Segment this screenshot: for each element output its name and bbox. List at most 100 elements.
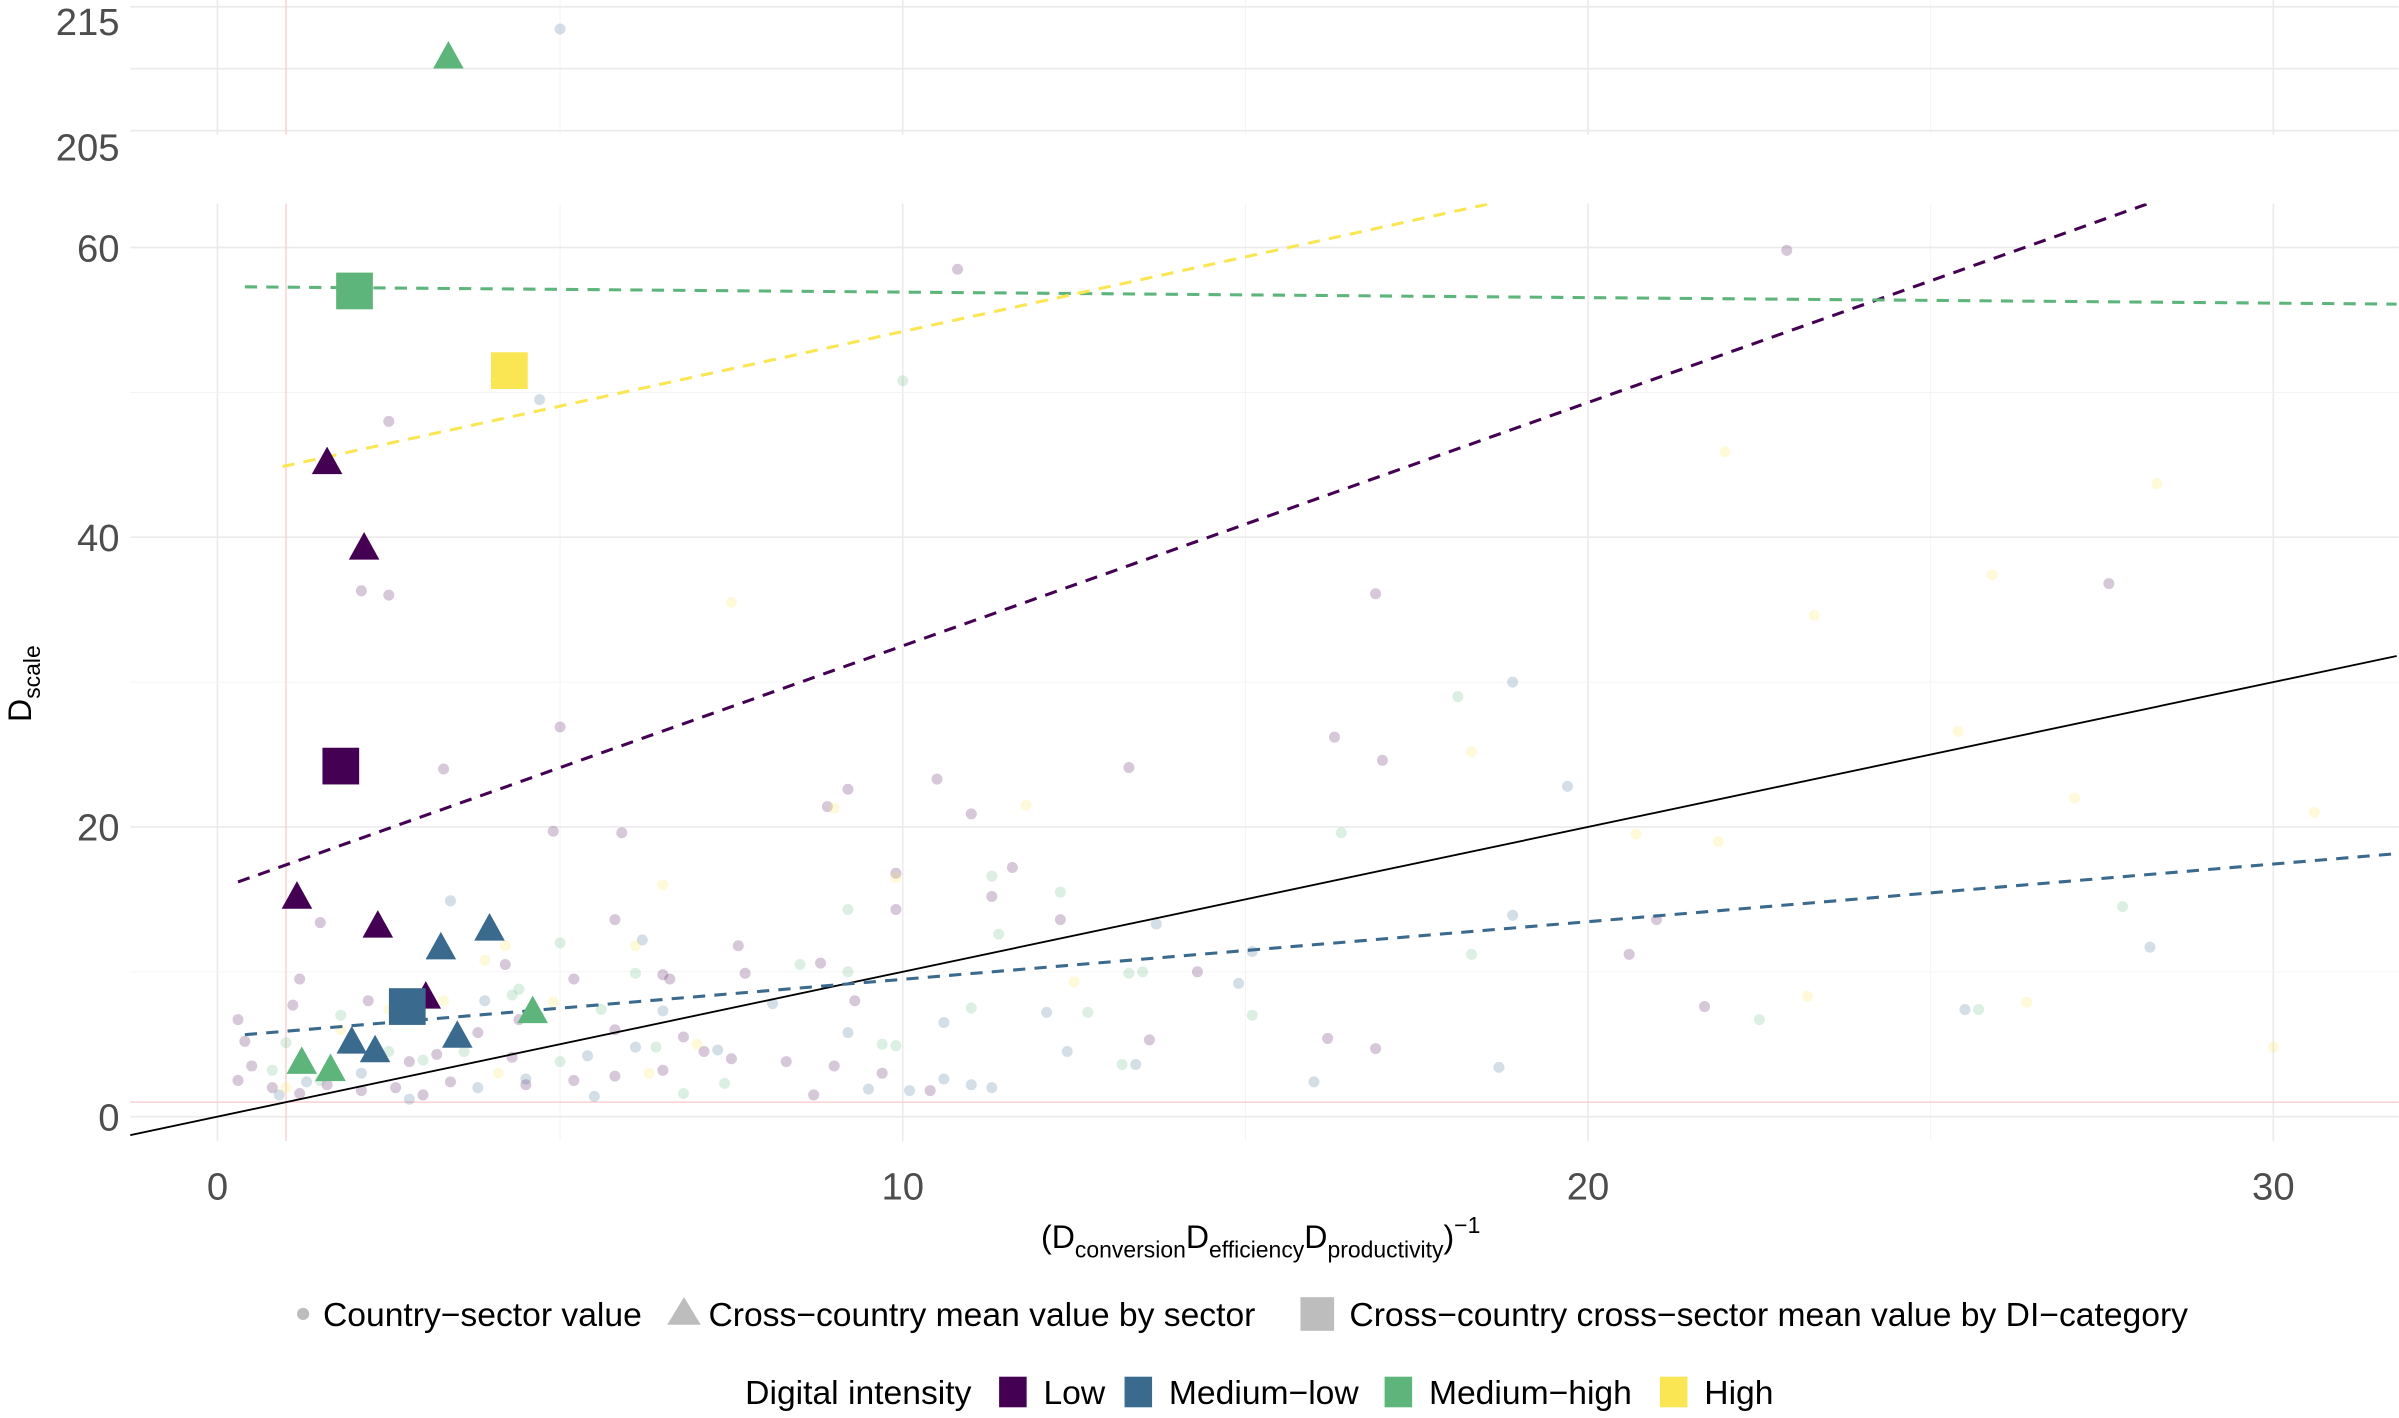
sector-mean-triangle: [433, 40, 464, 69]
country-sector-dot: [246, 1060, 258, 1072]
country-sector-dot: [739, 967, 751, 979]
country-sector-dot: [965, 808, 977, 820]
country-sector-dot: [1322, 1032, 1334, 1044]
country-sector-dot: [588, 1090, 600, 1102]
country-sector-dot: [362, 995, 374, 1007]
country-sector-dot: [554, 23, 566, 35]
country-sector-dot: [547, 825, 559, 837]
fit-line-medium-low: [244, 852, 2397, 1037]
country-sector-dot: [1054, 886, 1066, 898]
legend-dot-icon: [296, 1307, 310, 1321]
country-sector-dot: [629, 940, 641, 952]
country-sector-dot: [2151, 478, 2163, 490]
country-sector-dot: [266, 1064, 278, 1076]
country-sector-dot: [232, 1014, 244, 1026]
fit-line-low: [237, 203, 2154, 884]
country-sector-dot: [2117, 901, 2129, 913]
country-sector-dot: [931, 773, 943, 785]
country-sector-dot: [568, 1074, 580, 1086]
country-sector-dot: [438, 995, 450, 1007]
axis-ticks: 0 10 20 30 0 20 40 60 205 215: [56, 1, 2295, 1208]
country-sector-dot: [1561, 780, 1573, 792]
country-sector-dot: [965, 1002, 977, 1014]
country-sector-dot: [2021, 996, 2033, 1008]
country-sector-dot: [479, 995, 491, 1007]
legend-label-country-sector: Country−sector value: [323, 1297, 642, 1334]
country-sector-dot: [294, 1087, 306, 1099]
country-sector-dot: [1493, 1061, 1505, 1073]
y-tick-label: 20: [77, 807, 120, 850]
country-sector-dot: [1328, 731, 1340, 743]
country-sector-dot: [1719, 446, 1731, 458]
x-tick-label: 10: [881, 1165, 924, 1208]
country-sector-dot: [1623, 948, 1635, 960]
country-sector-dot: [1466, 746, 1478, 758]
country-sector-dot: [1781, 244, 1793, 256]
country-sector-dot: [725, 1053, 737, 1065]
country-sector-dot: [1006, 861, 1018, 874]
country-sector-dot: [828, 1060, 840, 1072]
country-sector-dot: [691, 1038, 703, 1050]
x-tick-label: 30: [2252, 1165, 2295, 1208]
country-sector-dot: [842, 904, 854, 916]
country-sector-dot: [890, 1040, 902, 1052]
country-sector-dot: [890, 867, 902, 879]
legend-label-high: High: [1704, 1375, 1773, 1412]
mean-markers: [281, 40, 548, 1082]
sector-mean-triangle: [362, 910, 394, 938]
legend-label-medium-high: Medium−high: [1429, 1375, 1632, 1412]
y-tick-label: 215: [56, 1, 120, 44]
country-sector-dot: [938, 1016, 950, 1029]
country-sector-dot: [294, 973, 306, 985]
country-sector-dot: [582, 1050, 594, 1062]
country-sector-dot: [1143, 1034, 1155, 1046]
country-sector-dot: [650, 1041, 662, 1053]
country-sector-dot: [273, 1089, 285, 1101]
country-sector-dot: [554, 1056, 566, 1068]
country-sector-dot: [547, 996, 559, 1008]
color-legend: Digital intensity Low Medium−low Medium−…: [745, 1375, 1773, 1412]
country-sector-dot: [554, 721, 566, 733]
country-sector-dots: [232, 23, 2320, 1105]
country-sector-dot: [444, 895, 456, 907]
country-sector-dot: [1507, 676, 1519, 688]
country-sector-dot: [301, 1076, 313, 1088]
country-sector-dot: [698, 1045, 710, 1057]
sector-mean-triangle: [315, 1053, 346, 1082]
legend-label-low: Low: [1043, 1375, 1105, 1412]
country-sector-dot: [1116, 1058, 1128, 1071]
country-sector-dot: [266, 1082, 278, 1094]
country-sector-dot: [616, 827, 628, 839]
country-sector-dot: [725, 596, 737, 608]
category-mean-square: [388, 988, 426, 1025]
country-sector-dot: [1712, 835, 1724, 847]
country-sector-dot: [986, 1082, 998, 1094]
country-sector-dot: [1123, 967, 1135, 979]
country-sector-dot: [1082, 1006, 1094, 1018]
country-sector-dot: [780, 1056, 792, 1068]
country-sector-dot: [794, 959, 806, 971]
country-sector-dot: [355, 1067, 367, 1079]
country-sector-dot: [986, 870, 998, 882]
fit-lines: [130, 203, 2397, 1137]
legend-square-icon: [1300, 1297, 1335, 1331]
country-sector-dot: [417, 1089, 429, 1101]
country-sector-dot: [890, 872, 902, 884]
country-sector-dot: [1808, 609, 1820, 621]
country-sector-dot: [2069, 792, 2081, 804]
country-sector-dot: [1630, 828, 1642, 840]
country-sector-dot: [657, 1064, 669, 1076]
country-sector-dot: [1246, 1009, 1258, 1021]
country-sector-dot: [657, 1005, 669, 1017]
y-axis-title: Dscale: [2, 645, 45, 722]
country-sector-dot: [1308, 1076, 1320, 1088]
country-sector-dot: [403, 1056, 415, 1068]
sector-mean-triangle: [425, 931, 457, 960]
country-sector-dot: [458, 1045, 470, 1057]
country-sector-dot: [1986, 569, 1998, 581]
reference-lines: [130, 0, 2399, 1142]
country-sector-dot: [321, 1079, 333, 1091]
country-sector-dot: [1041, 1006, 1053, 1018]
country-sector-dot: [2144, 941, 2156, 953]
country-sector-dot: [520, 1073, 532, 1085]
